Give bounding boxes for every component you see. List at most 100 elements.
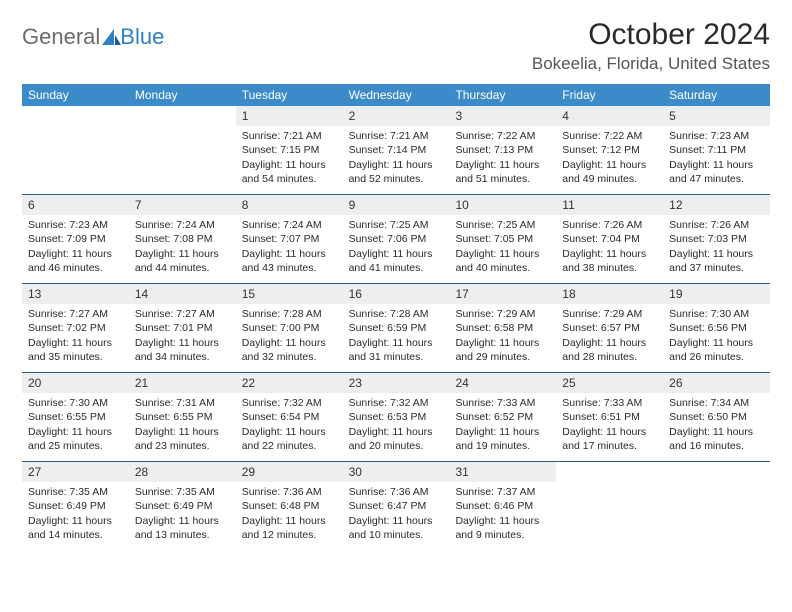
day-number: 16 — [343, 284, 450, 304]
sunset-line: Sunset: 7:08 PM — [135, 232, 230, 246]
day-cell: 20Sunrise: 7:30 AMSunset: 6:55 PMDayligh… — [22, 373, 129, 461]
day-cell: 9Sunrise: 7:25 AMSunset: 7:06 PMDaylight… — [343, 195, 450, 283]
sunset-line: Sunset: 6:55 PM — [135, 410, 230, 424]
daylight-line: Daylight: 11 hours and 23 minutes. — [135, 425, 230, 453]
sunrise-line: Sunrise: 7:33 AM — [455, 396, 550, 410]
day-cell: 27Sunrise: 7:35 AMSunset: 6:49 PMDayligh… — [22, 462, 129, 550]
day-cell: 18 Sunrise: 7:29 AMSunset: 6:57 PMDayligh… — [556, 284, 663, 372]
day-number: 9 — [343, 195, 450, 215]
sunset-line: Sunset: 7:03 PM — [669, 232, 764, 246]
day-details: Sunrise: 7:27 AMSunset: 7:02 PMDaylight:… — [22, 304, 129, 370]
day-number: 10 — [449, 195, 556, 215]
day-number: 18 — [556, 284, 663, 304]
day-cell: 19Sunrise: 7:30 AMSunset: 6:56 PMDayligh… — [663, 284, 770, 372]
day-cell: 3Sunrise: 7:22 AMSunset: 7:13 PMDaylight… — [449, 106, 556, 194]
day-details: Sunrise: 7:29 AMSunset: 6:58 PMDaylight:… — [449, 304, 556, 370]
day-number: 6 — [22, 195, 129, 215]
day-number: 5 — [663, 106, 770, 126]
day-number: 22 — [236, 373, 343, 393]
week-row: 20Sunrise: 7:30 AMSunset: 6:55 PMDayligh… — [22, 372, 770, 461]
daylight-line: Daylight: 11 hours and 43 minutes. — [242, 247, 337, 275]
calendar-page: General Blue October 2024 Bokeelia, Flor… — [0, 0, 792, 560]
sunset-line: Sunset: 7:09 PM — [28, 232, 123, 246]
sunrise-line: Sunrise: 7:26 AM — [562, 218, 657, 232]
sunset-line: Sunset: 7:14 PM — [349, 143, 444, 157]
sail-icon — [100, 27, 122, 52]
week-row: 27Sunrise: 7:35 AMSunset: 6:49 PMDayligh… — [22, 461, 770, 550]
sunset-line: Sunset: 6:49 PM — [28, 499, 123, 513]
logo-text-blue: Blue — [120, 24, 164, 50]
sunset-line: Sunset: 6:59 PM — [349, 321, 444, 335]
sunset-line: Sunset: 6:51 PM — [562, 410, 657, 424]
daylight-line: Daylight: 11 hours and 54 minutes. — [242, 158, 337, 186]
day-details: Sunrise: 7:35 AMSunset: 6:49 PMDaylight:… — [129, 482, 236, 548]
sunrise-line: Sunrise: 7:36 AM — [349, 485, 444, 499]
daylight-line: Daylight: 11 hours and 51 minutes. — [455, 158, 550, 186]
day-details: Sunrise: 7:35 AMSunset: 6:49 PMDaylight:… — [22, 482, 129, 548]
sunrise-line: Sunrise: 7:37 AM — [455, 485, 550, 499]
sunrise-line: Sunrise: 7:36 AM — [242, 485, 337, 499]
daylight-line: Daylight: 11 hours and 10 minutes. — [349, 514, 444, 542]
sunset-line: Sunset: 7:12 PM — [562, 143, 657, 157]
day-details: Sunrise: 7:33 AMSunset: 6:52 PMDaylight:… — [449, 393, 556, 459]
daylight-line: Daylight: 11 hours and 12 minutes. — [242, 514, 337, 542]
empty-cell — [663, 462, 770, 550]
sunrise-line: Sunrise: 7:35 AM — [135, 485, 230, 499]
daylight-line: Daylight: 11 hours and 35 minutes. — [28, 336, 123, 364]
sunset-line: Sunset: 7:13 PM — [455, 143, 550, 157]
day-header: Thursday — [449, 84, 556, 106]
daylight-line: Daylight: 11 hours and 17 minutes. — [562, 425, 657, 453]
day-number: 15 — [236, 284, 343, 304]
logo: General Blue — [22, 18, 164, 50]
day-cell: 10Sunrise: 7:25 AMSunset: 7:05 PMDayligh… — [449, 195, 556, 283]
day-details: Sunrise: 7:22 AMSunset: 7:13 PMDaylight:… — [449, 126, 556, 192]
day-cell: 31Sunrise: 7:37 AMSunset: 6:46 PMDayligh… — [449, 462, 556, 550]
day-details: Sunrise: 7:36 AMSunset: 6:48 PMDaylight:… — [236, 482, 343, 548]
day-details: Sunrise: 7:31 AMSunset: 6:55 PMDaylight:… — [129, 393, 236, 459]
day-cell: 8Sunrise: 7:24 AMSunset: 7:07 PMDaylight… — [236, 195, 343, 283]
day-cell: 13Sunrise: 7:27 AMSunset: 7:02 PMDayligh… — [22, 284, 129, 372]
daylight-line: Daylight: 11 hours and 29 minutes. — [455, 336, 550, 364]
day-cell: 24Sunrise: 7:33 AMSunset: 6:52 PMDayligh… — [449, 373, 556, 461]
sunrise-line: Sunrise: 7:21 AM — [242, 129, 337, 143]
day-number: 31 — [449, 462, 556, 482]
day-details: Sunrise: 7:34 AMSunset: 6:50 PMDaylight:… — [663, 393, 770, 459]
sunset-line: Sunset: 6:57 PM — [562, 321, 657, 335]
sunrise-line: Sunrise: 7:28 AM — [349, 307, 444, 321]
sunset-line: Sunset: 6:58 PM — [455, 321, 550, 335]
sunset-line: Sunset: 7:15 PM — [242, 143, 337, 157]
sunrise-line: Sunrise: 7:25 AM — [349, 218, 444, 232]
week-row: 6Sunrise: 7:23 AMSunset: 7:09 PMDaylight… — [22, 194, 770, 283]
day-number: 21 — [129, 373, 236, 393]
day-cell: 7Sunrise: 7:24 AMSunset: 7:08 PMDaylight… — [129, 195, 236, 283]
daylight-line: Daylight: 11 hours and 52 minutes. — [349, 158, 444, 186]
daylight-line: Daylight: 11 hours and 28 minutes. — [562, 336, 657, 364]
day-number: 3 — [449, 106, 556, 126]
daylight-line: Daylight: 11 hours and 41 minutes. — [349, 247, 444, 275]
sunrise-line: Sunrise: 7:29 AM — [562, 307, 657, 321]
daylight-line: Daylight: 11 hours and 31 minutes. — [349, 336, 444, 364]
daylight-line: Daylight: 11 hours and 13 minutes. — [135, 514, 230, 542]
sunset-line: Sunset: 6:48 PM — [242, 499, 337, 513]
sunset-line: Sunset: 6:52 PM — [455, 410, 550, 424]
day-number: 11 — [556, 195, 663, 215]
sunset-line: Sunset: 6:49 PM — [135, 499, 230, 513]
location: Bokeelia, Florida, United States — [532, 54, 770, 74]
daylight-line: Daylight: 11 hours and 38 minutes. — [562, 247, 657, 275]
day-header: Saturday — [663, 84, 770, 106]
sunrise-line: Sunrise: 7:27 AM — [28, 307, 123, 321]
day-header-row: Sunday Monday Tuesday Wednesday Thursday… — [22, 84, 770, 106]
day-number: 1 — [236, 106, 343, 126]
sunrise-line: Sunrise: 7:35 AM — [28, 485, 123, 499]
sunset-line: Sunset: 6:47 PM — [349, 499, 444, 513]
day-details: Sunrise: 7:23 AMSunset: 7:09 PMDaylight:… — [22, 215, 129, 281]
month-title: October 2024 — [532, 18, 770, 52]
sunrise-line: Sunrise: 7:29 AM — [455, 307, 550, 321]
day-number: 26 — [663, 373, 770, 393]
sunrise-line: Sunrise: 7:32 AM — [349, 396, 444, 410]
day-number: 7 — [129, 195, 236, 215]
sunrise-line: Sunrise: 7:30 AM — [28, 396, 123, 410]
daylight-line: Daylight: 11 hours and 20 minutes. — [349, 425, 444, 453]
day-header: Friday — [556, 84, 663, 106]
sunrise-line: Sunrise: 7:30 AM — [669, 307, 764, 321]
